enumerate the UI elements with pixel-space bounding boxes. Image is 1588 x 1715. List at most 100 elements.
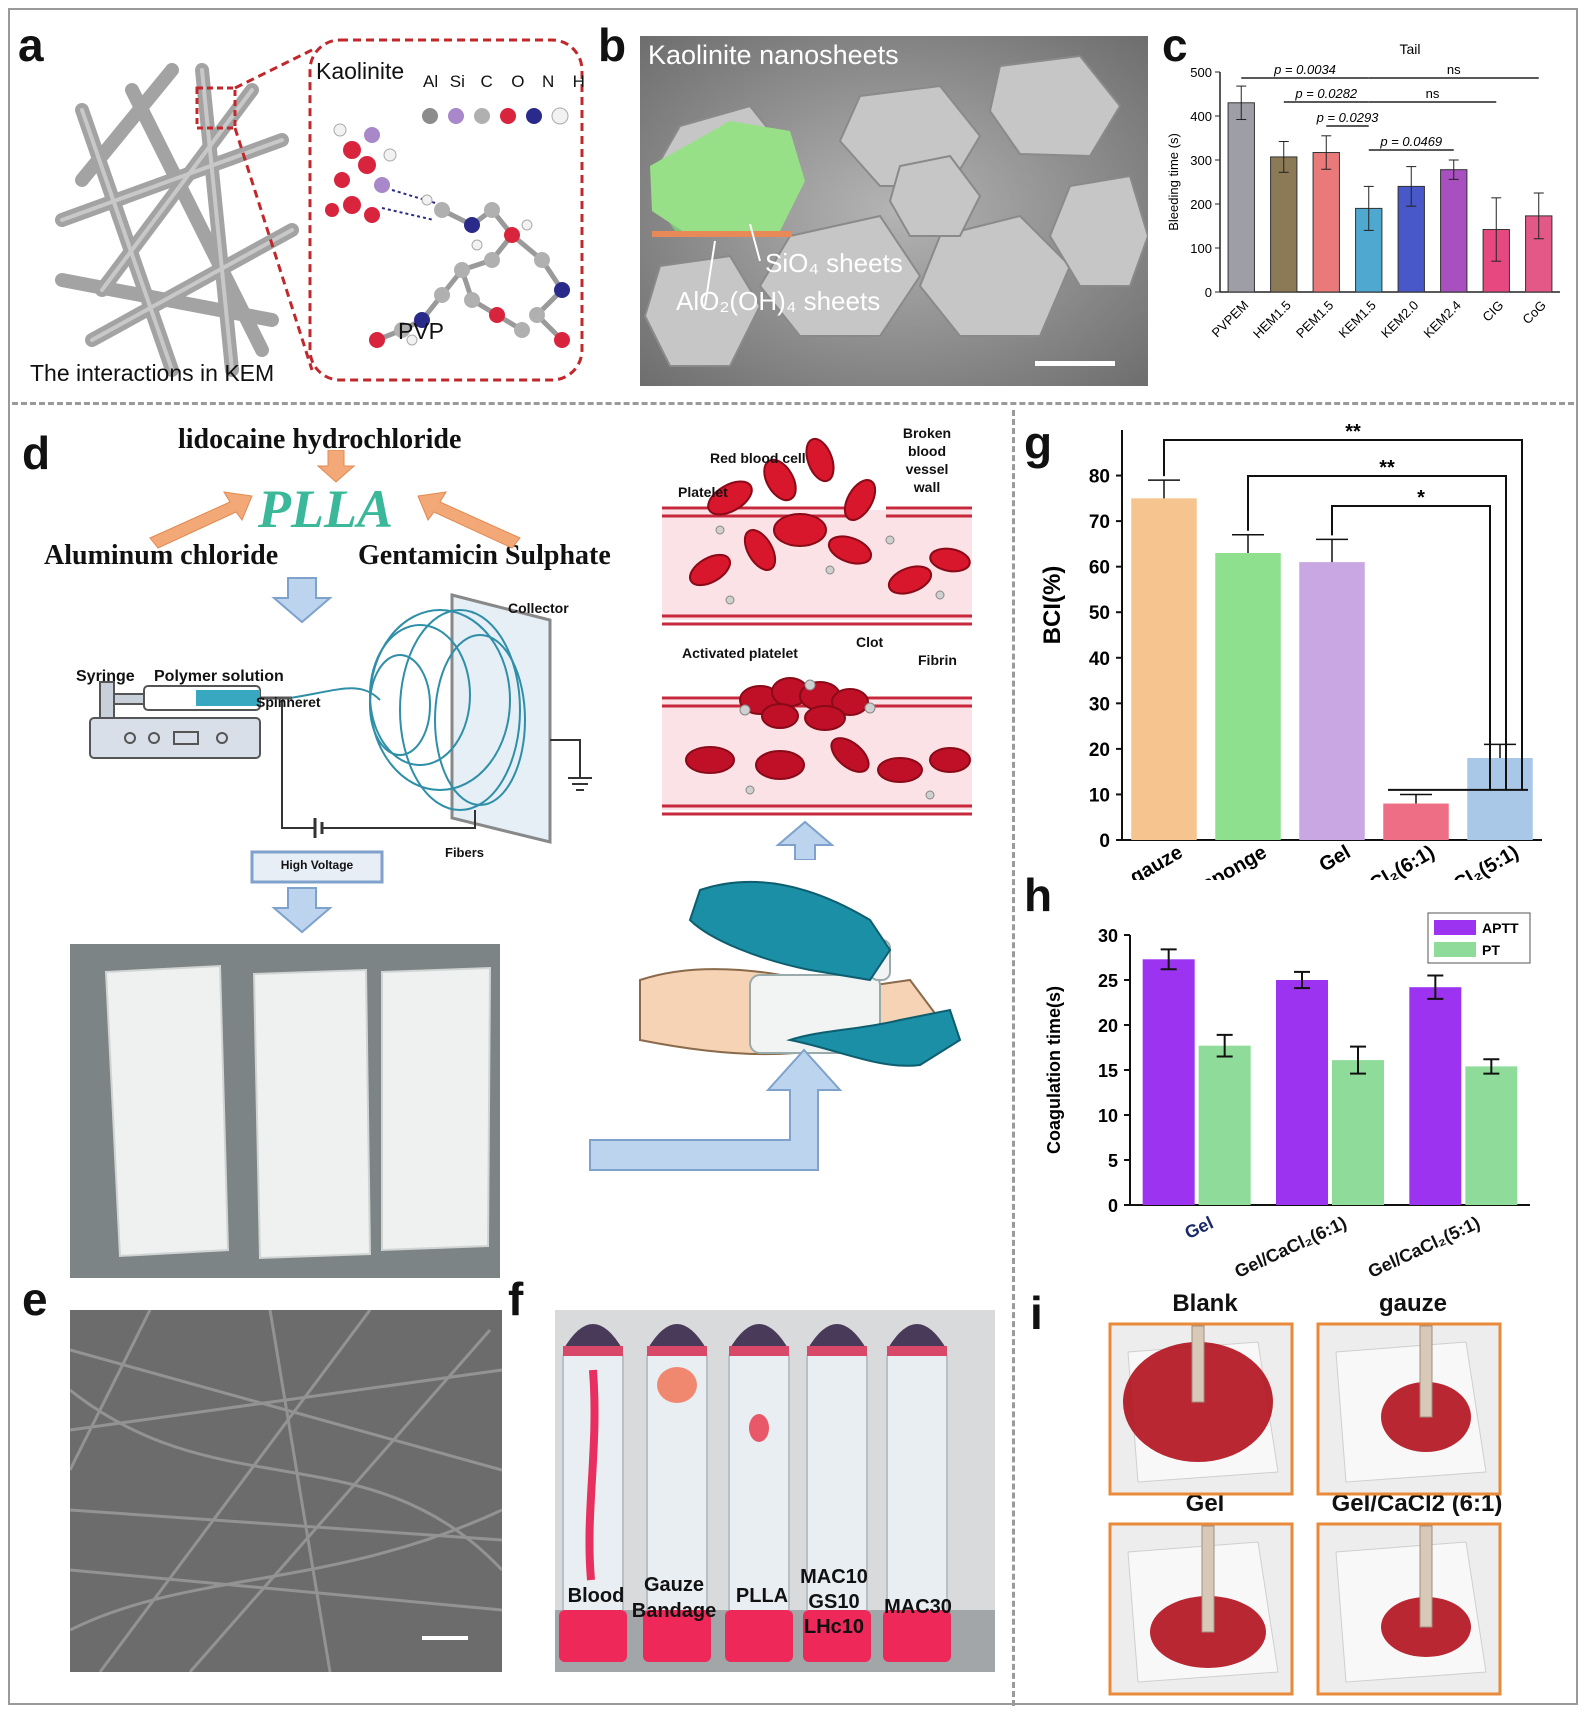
tube-blood-layer xyxy=(729,1346,789,1356)
chart-g-ytick-label: 30 xyxy=(1089,694,1110,715)
chart-h-legend-label: PT xyxy=(1482,942,1500,958)
hemostasis-label-gauze: gauze xyxy=(1378,1290,1447,1317)
panel-label-c: c xyxy=(1162,19,1188,71)
divider-horizontal xyxy=(12,402,1574,405)
element-legend: Al Si C O N H xyxy=(423,72,595,92)
tube-blood-layer xyxy=(647,1346,707,1356)
tube-cap xyxy=(729,1324,789,1350)
chart-h-ytick-label: 0 xyxy=(1108,1196,1118,1216)
chart-c-bar xyxy=(1312,152,1340,293)
element-n: N xyxy=(541,72,555,91)
tube xyxy=(886,1349,948,1621)
figure-frame xyxy=(8,8,1578,1705)
blood-drop xyxy=(749,1414,769,1442)
panel-label-a: a xyxy=(18,19,44,71)
chart-g-bar xyxy=(1299,562,1365,840)
chart-h-bar xyxy=(1198,1045,1251,1205)
chart-g-ytick-label: 40 xyxy=(1089,649,1110,670)
chart-g-significance-bracket xyxy=(1247,475,1507,790)
chart-h-legend-label: APTT xyxy=(1482,920,1519,936)
chart-c-bar xyxy=(1270,156,1298,293)
chart-c-xtick-label: PVPEM xyxy=(1209,298,1252,341)
element-c: C xyxy=(480,72,493,91)
chart-h-ytick-label: 10 xyxy=(1098,1106,1118,1126)
tube-base xyxy=(803,1610,871,1662)
high-voltage-label: High Voltage xyxy=(280,858,354,872)
sem-kaolinite-image xyxy=(640,36,1148,386)
tube-blood-layer xyxy=(887,1346,947,1356)
tube-label-mac30: MAC30 xyxy=(884,1596,952,1618)
panel-label-b: b xyxy=(598,19,627,71)
element-si: Si xyxy=(449,72,465,91)
chart-g-significance-label: ** xyxy=(1379,457,1395,479)
lidocaine-label: lidocaine hydrochloride xyxy=(178,424,462,455)
tube-blood-layer xyxy=(807,1346,867,1356)
alo2-sheets-label: AlO₂(OH)₄ sheets xyxy=(676,286,881,316)
chart-g-ytick-label: 70 xyxy=(1089,512,1110,533)
tube-base xyxy=(643,1610,711,1662)
chart-c-bar xyxy=(1525,215,1553,293)
chart-g-significance-bracket xyxy=(1163,439,1523,790)
pvp-label: PVP xyxy=(398,318,445,344)
chart-c-significance-label: p = 0.0293 xyxy=(1316,110,1380,125)
chart-g-xtick-label: gauze xyxy=(1126,841,1186,880)
chart-c-xtick-label: KEM2.0 xyxy=(1378,298,1421,341)
chart-h-bar xyxy=(1142,959,1195,1205)
chart-c-ytick-label: 400 xyxy=(1190,109,1212,124)
panel-label-f: f xyxy=(508,1273,524,1325)
tube xyxy=(728,1349,790,1621)
chart-g-significance-bracket xyxy=(1331,505,1491,790)
chart-g-xtick-label: sponge xyxy=(1198,841,1271,880)
hemostasis-photos xyxy=(1108,1322,1502,1696)
tube-base xyxy=(559,1610,627,1662)
panel-label-d: d xyxy=(22,427,51,479)
chart-h-xtick-label: Gel/CaCl₂(5:1) xyxy=(1365,1212,1483,1281)
blood-tubes-photo xyxy=(555,1310,995,1672)
chart-h-bar xyxy=(1409,987,1462,1205)
tube-cap xyxy=(807,1324,867,1350)
sio4-sheets-label: SiO₄ sheets xyxy=(765,248,903,278)
red-blood-cell-label: Red blood cell xyxy=(710,450,806,466)
element-h: H xyxy=(572,72,585,91)
chart-c-significance-label: p = 0.0034 xyxy=(1273,62,1336,77)
tube-label-mac10: MAC10 GS10 LHc10 xyxy=(800,1566,868,1638)
chart-c-bar xyxy=(1227,102,1255,293)
chart-g-bar xyxy=(1215,553,1281,840)
sem-fibers-image xyxy=(70,1310,502,1672)
chart-h-ytick-label: 25 xyxy=(1098,971,1118,991)
chart-c-xtick-label: HEM1.5 xyxy=(1250,298,1294,342)
chart-c-xtick-label: PEM1.5 xyxy=(1293,298,1336,341)
collector-label: Collector xyxy=(508,600,569,616)
chart-h-bar xyxy=(1465,1066,1518,1205)
applicator-stick xyxy=(1419,1525,1433,1628)
element-al: Al xyxy=(423,72,439,91)
tube-cap xyxy=(887,1324,947,1350)
chart-c-ytick-label: 0 xyxy=(1205,285,1212,300)
chart-c-significance-label: ns xyxy=(1426,86,1440,101)
chart-g-bar xyxy=(1131,498,1197,840)
plla-label: PLLA xyxy=(258,479,393,539)
chart-g-ytick-label: 20 xyxy=(1089,740,1110,761)
chart-c-ytick-label: 300 xyxy=(1190,153,1212,168)
fibers-label: Fibers xyxy=(445,845,485,860)
chart-c-xtick-label: KEM1.5 xyxy=(1336,298,1379,341)
chart-c-significance-label: ns xyxy=(1447,62,1461,77)
chart-c-ylabel: Bleeding time (s) xyxy=(1166,133,1181,231)
activated-platelet-label: Activated platelet xyxy=(682,645,798,661)
blood-vessel-diagram xyxy=(662,437,972,860)
chart-c-xtick-label: CoG xyxy=(1519,298,1549,328)
chart-h-legend-swatch xyxy=(1434,942,1476,957)
chart-g-ytick-label: 80 xyxy=(1089,467,1110,488)
hemostasis-label-blank: Blank xyxy=(1172,1290,1238,1317)
chart-g-xtick-label: Gel xyxy=(1316,841,1355,876)
chart-h-bar xyxy=(1276,980,1328,1205)
chart-h-ytick-label: 30 xyxy=(1098,926,1118,946)
panel-label-g: g xyxy=(1024,417,1053,469)
panel-label-e: e xyxy=(22,1273,48,1325)
panel-a-caption: The interactions in KEM xyxy=(30,360,275,386)
gentamicin-label: Gentamicin Sulphate xyxy=(358,540,611,571)
applicator-stick xyxy=(1201,1525,1215,1633)
tube-label-gauze: Gauze Bandage xyxy=(631,1574,717,1622)
kaolinite-label: Kaolinite xyxy=(316,58,405,84)
element-o: O xyxy=(511,72,525,91)
